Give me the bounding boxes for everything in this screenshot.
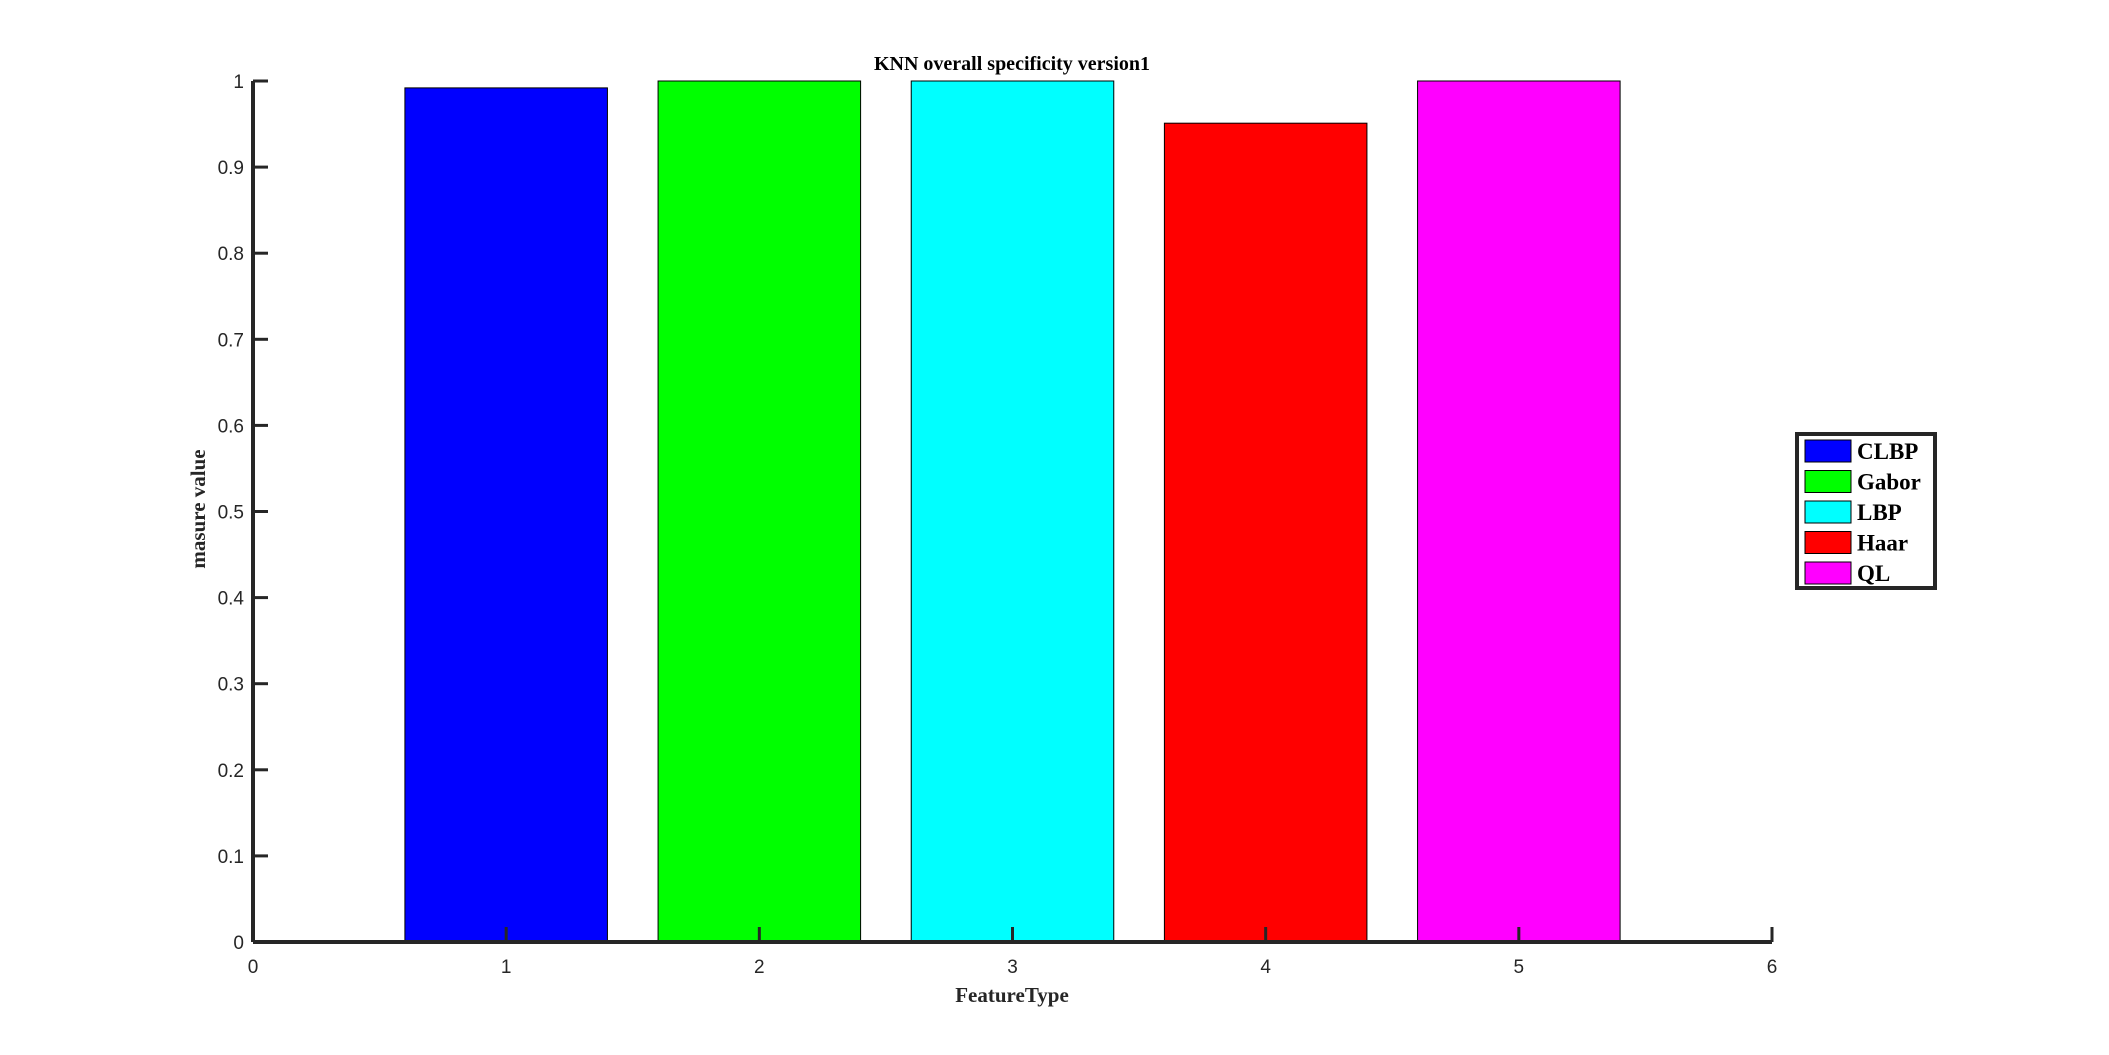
x-tick-label: 2 xyxy=(754,957,765,978)
legend-swatch xyxy=(1804,500,1852,524)
y-tick-label: 0.2 xyxy=(218,761,244,782)
x-tick-label: 4 xyxy=(1260,957,1271,978)
legend-swatch xyxy=(1804,531,1852,554)
y-tick-label: 0.6 xyxy=(218,416,244,437)
bar-ql xyxy=(1417,80,1621,943)
y-axis-title: masure value xyxy=(186,449,210,568)
y-tick-label: 0 xyxy=(233,933,244,954)
legend-swatch xyxy=(1804,439,1852,463)
legend-label: Haar xyxy=(1857,531,1908,556)
y-tick-label: 0.5 xyxy=(218,503,244,524)
legend: CLBP Gabor LBP Haar QL xyxy=(1795,432,1937,590)
y-tick-label: 0.7 xyxy=(218,330,244,351)
x-axis-title: FeatureType xyxy=(955,983,1069,1007)
chart-title: KNN overall specificity version1 xyxy=(874,53,1150,75)
legend-swatch xyxy=(1804,470,1852,493)
bar-lbp xyxy=(910,80,1115,943)
x-tick-label: 3 xyxy=(1007,957,1018,978)
x-tick-label: 6 xyxy=(1767,957,1778,978)
legend-label: QL xyxy=(1857,561,1890,586)
y-tick-label: 1 xyxy=(233,72,244,93)
y-tick-label: 0.8 xyxy=(218,244,244,265)
x-tick-label: 1 xyxy=(501,957,512,978)
legend-swatch xyxy=(1804,561,1852,585)
bar-gabor xyxy=(657,80,862,943)
y-tick-label: 0.1 xyxy=(218,847,244,868)
y-tick-label: 0.4 xyxy=(218,589,245,610)
bar-clbp xyxy=(404,87,608,943)
legend-label: CLBP xyxy=(1857,439,1918,464)
bars-layer xyxy=(404,80,1621,943)
x-tick-label: 0 xyxy=(248,957,259,978)
bar-haar xyxy=(1163,122,1368,943)
legend-entries: CLBP Gabor LBP Haar QL xyxy=(1804,439,1921,586)
legend-label: LBP xyxy=(1857,500,1902,525)
axes-layer: 0 1 2 3 4 5 6 0 0.1 0.2 0.3 0.4 0.5 0.6 0.7 0.8 0.9 1 xyxy=(218,72,1778,978)
legend-label: Gabor xyxy=(1857,470,1921,495)
y-tick-label: 0.3 xyxy=(218,675,244,696)
x-tick-label: 5 xyxy=(1514,957,1525,978)
y-tick-label: 0.9 xyxy=(218,158,244,179)
